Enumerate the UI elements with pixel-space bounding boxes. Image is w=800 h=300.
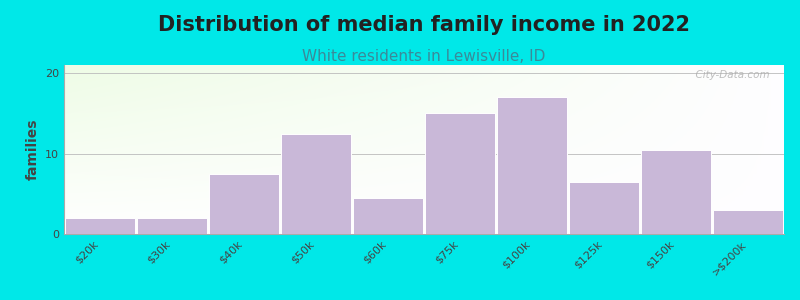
Bar	[641, 150, 711, 234]
Bar	[353, 198, 423, 234]
Text: City-Data.com: City-Data.com	[689, 70, 770, 80]
Bar	[137, 218, 207, 234]
Y-axis label: families: families	[26, 119, 39, 180]
Bar	[281, 134, 351, 234]
Text: Distribution of median family income in 2022: Distribution of median family income in …	[158, 15, 690, 35]
Bar	[425, 113, 495, 234]
Bar	[569, 182, 639, 234]
Bar	[209, 174, 279, 234]
Bar	[713, 210, 783, 234]
Text: White residents in Lewisville, ID: White residents in Lewisville, ID	[302, 49, 546, 64]
Bar	[65, 218, 135, 234]
Bar	[497, 98, 567, 234]
